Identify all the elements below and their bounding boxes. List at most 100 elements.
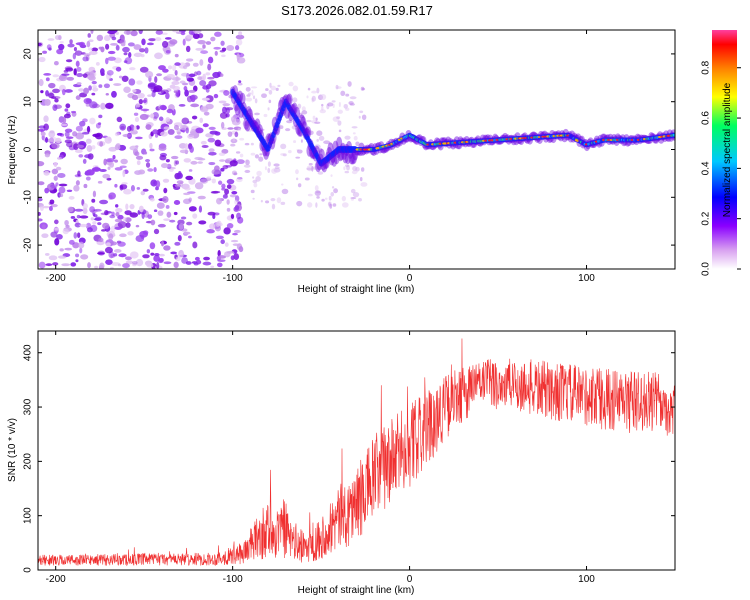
heatmap-cell	[186, 72, 190, 81]
heatmap-cell	[85, 138, 92, 144]
heatmap-cell	[292, 97, 298, 103]
heatmap-cell	[314, 144, 321, 149]
heatmap-cell	[315, 202, 318, 208]
heatmap-cell	[135, 145, 139, 148]
heatmap-cell	[161, 40, 169, 48]
heatmap-cell	[75, 125, 83, 132]
heatmap-cell	[335, 84, 339, 90]
heatmap-cell	[122, 263, 130, 269]
heatmap-cell	[205, 72, 211, 76]
heatmap-cell	[315, 117, 318, 121]
heatmap-cell	[195, 127, 204, 134]
heatmap-cell	[136, 186, 141, 190]
heatmap-cell	[173, 200, 181, 206]
heatmap-cell	[50, 204, 58, 208]
heatmap-cell	[56, 234, 63, 240]
heatmap-cell	[274, 166, 280, 169]
heatmap-cell	[197, 40, 206, 45]
heatmap-cell	[170, 155, 179, 160]
heatmap-cell	[273, 163, 280, 167]
heatmap-cell	[113, 57, 122, 64]
heatmap-cell	[78, 88, 85, 92]
heatmap-cell	[318, 148, 325, 161]
heatmap-cell	[114, 183, 118, 188]
heatmap-cell	[149, 148, 155, 152]
heatmap-cell	[217, 255, 227, 259]
heatmap-cell	[177, 234, 182, 242]
heatmap-cell	[79, 215, 89, 219]
heatmap-cell	[82, 203, 88, 210]
heatmap-cell	[210, 36, 216, 42]
x-tick-label: 100	[578, 273, 595, 284]
heatmap-cell	[60, 123, 68, 126]
heatmap-cell	[160, 240, 165, 247]
heatmap-cell	[117, 241, 126, 247]
heatmap-cell	[62, 116, 67, 124]
heatmap-cell	[252, 95, 256, 100]
heatmap-cell	[218, 100, 227, 104]
heatmap-cell	[179, 80, 186, 84]
heatmap-cell	[197, 76, 203, 81]
heatmap-cell	[40, 131, 46, 137]
heatmap-cell	[66, 189, 73, 193]
heatmap-cell	[171, 76, 181, 81]
colorbar-gradient	[712, 30, 737, 269]
heatmap-cell	[114, 226, 122, 230]
heatmap-cell	[233, 253, 240, 261]
heatmap-cell	[77, 170, 81, 177]
snr-series-line	[38, 338, 675, 567]
heatmap-cell	[70, 216, 76, 219]
heatmap-cell	[253, 182, 258, 188]
heatmap-cell	[139, 113, 149, 121]
heatmap-cell	[227, 131, 233, 137]
heatmap-cell	[77, 232, 81, 239]
heatmap-cell	[76, 214, 81, 219]
heatmap-cell	[231, 191, 238, 195]
heatmap-cell	[174, 62, 181, 66]
heatmap-cell	[207, 137, 216, 143]
heatmap-cell	[297, 183, 302, 188]
heatmap-cell	[344, 135, 351, 140]
heatmap-cell	[214, 131, 221, 136]
heatmap-cell	[250, 189, 255, 194]
heatmap-cell	[190, 160, 198, 165]
heatmap-cell	[244, 169, 251, 173]
heatmap-cell	[147, 94, 152, 97]
heatmap-cell	[321, 103, 324, 107]
heatmap-cell	[63, 113, 71, 119]
heatmap-cell	[141, 212, 145, 220]
heatmap-cell	[70, 262, 77, 267]
heatmap-cell	[297, 103, 302, 109]
heatmap-cell	[64, 108, 69, 112]
heatmap-cell	[173, 211, 178, 216]
heatmap-cell	[246, 108, 253, 121]
heatmap-cell	[254, 154, 260, 159]
heatmap-cell	[91, 80, 97, 85]
heatmap-cell	[307, 87, 311, 91]
heatmap-cell	[164, 37, 172, 40]
heatmap-cell	[86, 40, 91, 48]
heatmap-cell	[349, 96, 357, 100]
heatmap-cell	[146, 42, 155, 46]
heatmap-cell	[296, 177, 299, 181]
heatmap-cell	[119, 184, 124, 191]
heatmap-cell	[226, 178, 235, 185]
heatmap-cell	[124, 210, 132, 216]
heatmap-cell	[213, 93, 219, 99]
colorbar-ticks: 0.0 0.2 0.4 0.6 0.8	[701, 60, 741, 276]
heatmap-cell	[230, 239, 239, 243]
heatmap-cell	[153, 255, 161, 262]
heatmap-cell	[97, 252, 105, 255]
heatmap-cell	[104, 136, 112, 144]
heatmap-cell	[71, 110, 77, 114]
heatmap-cell	[183, 231, 191, 235]
heatmap-cell	[135, 224, 140, 228]
heatmap-cell	[86, 144, 93, 152]
heatmap-cell	[115, 44, 120, 51]
heatmap-cell	[65, 59, 73, 63]
heatmap-cell	[185, 127, 189, 134]
heatmap-cell	[138, 169, 146, 175]
heatmap-cell	[211, 168, 220, 175]
heatmap-cell	[73, 46, 77, 52]
